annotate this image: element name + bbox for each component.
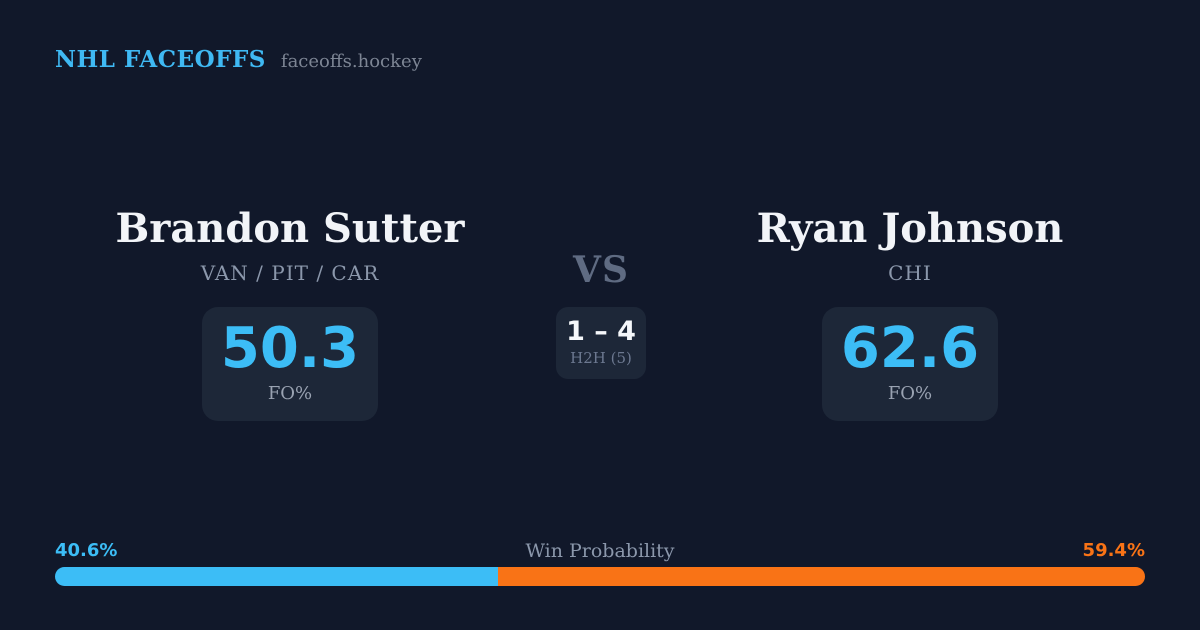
player-left-teams: VAN / PIT / CAR [200,261,380,285]
player-right-name: Ryan Johnson [756,205,1064,252]
brand-title: NHL FACEOFFS [55,46,266,73]
player-right-teams: CHI [888,261,932,285]
player-left-stat-card: 50.3 FO% [202,307,378,421]
player-left-name: Brandon Sutter [115,205,465,252]
player-right-stat-card: 62.6 FO% [822,307,998,421]
player-right-fo-pct: 62.6 [840,316,980,381]
header: NHL FACEOFFS faceoffs.hockey [55,46,422,73]
win-prob-right-pct: 59.4% [1082,540,1145,561]
h2h-card: 1 – 4 H2H (5) [556,307,646,379]
win-prob-title: Win Probability [525,540,675,562]
win-probability-labels: 40.6% Win Probability 59.4% [55,540,1145,564]
win-prob-bar-left-segment [55,567,498,586]
win-prob-left-pct: 40.6% [55,540,118,561]
versus-column: VS 1 – 4 H2H (5) [490,207,712,379]
player-right-stat-label: FO% [887,383,933,404]
player-left-column: Brandon Sutter VAN / PIT / CAR 50.3 FO% [55,207,525,421]
win-probability-bar [55,567,1145,586]
vs-label: VS [573,249,629,291]
h2h-score: 1 – 4 [566,316,636,347]
player-right-column: Ryan Johnson CHI 62.6 FO% [700,207,1120,421]
player-left-stat-label: FO% [267,383,313,404]
player-left-fo-pct: 50.3 [220,316,360,381]
brand-domain: faceoffs.hockey [280,51,422,72]
h2h-label: H2H (5) [570,349,632,367]
win-prob-bar-right-segment [497,567,1145,586]
